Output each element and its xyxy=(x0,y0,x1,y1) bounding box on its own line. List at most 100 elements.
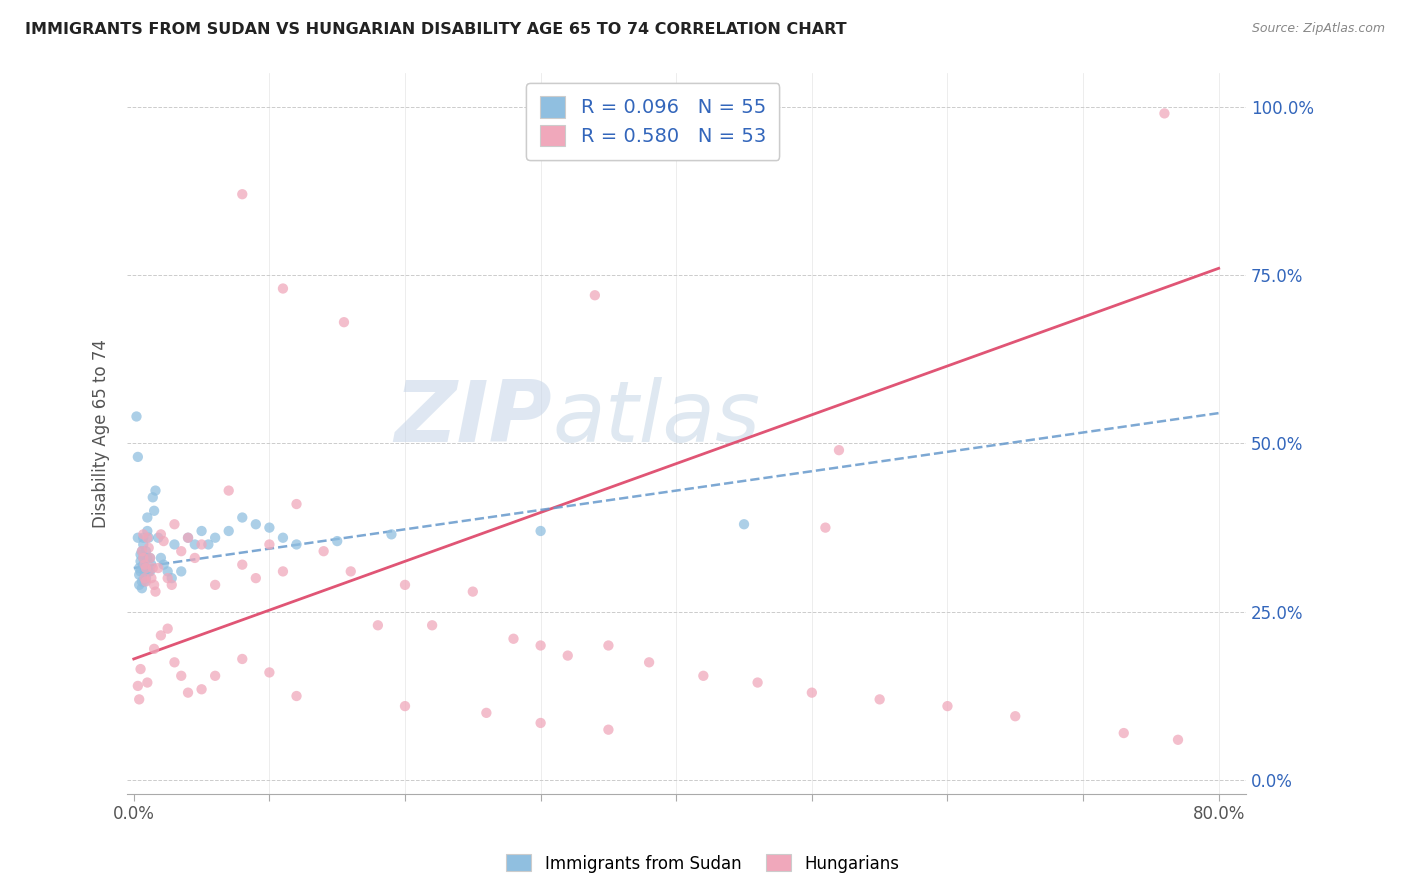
Point xyxy=(135,571,157,585)
Point xyxy=(132,537,155,551)
Point xyxy=(156,571,179,585)
Point xyxy=(598,639,620,653)
Point xyxy=(231,187,253,202)
Point xyxy=(128,692,150,706)
Point xyxy=(135,574,157,589)
Text: Source: ZipAtlas.com: Source: ZipAtlas.com xyxy=(1251,22,1385,36)
Point xyxy=(380,527,402,541)
Point xyxy=(134,571,156,585)
Legend: Immigrants from Sudan, Hungarians: Immigrants from Sudan, Hungarians xyxy=(499,847,907,880)
Point xyxy=(394,699,416,714)
Point xyxy=(131,581,153,595)
Point xyxy=(136,675,159,690)
Point xyxy=(170,544,193,558)
Point xyxy=(184,550,207,565)
Point xyxy=(132,531,155,545)
Point xyxy=(394,578,416,592)
Point xyxy=(420,618,443,632)
Point xyxy=(160,578,183,592)
Point xyxy=(204,669,226,683)
Point xyxy=(136,531,159,545)
Point xyxy=(138,531,160,545)
Point xyxy=(190,682,212,697)
Point xyxy=(1112,726,1135,740)
Point xyxy=(285,689,308,703)
Point xyxy=(156,622,179,636)
Point xyxy=(828,443,851,458)
Point xyxy=(190,524,212,538)
Point xyxy=(129,548,152,562)
Point xyxy=(259,537,281,551)
Point xyxy=(139,550,162,565)
Point xyxy=(127,531,149,545)
Point xyxy=(190,537,212,551)
Point xyxy=(139,550,162,565)
Point xyxy=(530,639,553,653)
Point xyxy=(163,656,186,670)
Point xyxy=(128,567,150,582)
Point xyxy=(475,706,498,720)
Point xyxy=(134,561,156,575)
Point xyxy=(184,537,207,551)
Point xyxy=(145,584,167,599)
Point xyxy=(135,561,157,575)
Point xyxy=(197,537,219,551)
Point xyxy=(131,544,153,558)
Point xyxy=(333,315,356,329)
Point xyxy=(131,544,153,558)
Point xyxy=(132,550,155,565)
Point xyxy=(326,534,349,549)
Point xyxy=(638,656,661,670)
Point xyxy=(204,578,226,592)
Point xyxy=(367,618,389,632)
Point xyxy=(127,679,149,693)
Point xyxy=(869,692,891,706)
Point xyxy=(271,281,294,295)
Point xyxy=(152,558,174,572)
Point xyxy=(218,483,240,498)
Point xyxy=(141,558,163,572)
Point xyxy=(530,715,553,730)
Point xyxy=(141,571,163,585)
Point xyxy=(136,510,159,524)
Legend: R = 0.096   N = 55, R = 0.580   N = 53: R = 0.096 N = 55, R = 0.580 N = 53 xyxy=(526,83,779,160)
Point xyxy=(129,554,152,568)
Point xyxy=(143,641,166,656)
Point xyxy=(125,409,148,424)
Point xyxy=(583,288,606,302)
Point xyxy=(143,504,166,518)
Point xyxy=(245,517,267,532)
Point xyxy=(163,537,186,551)
Point xyxy=(177,686,200,700)
Point xyxy=(259,665,281,680)
Point xyxy=(139,565,162,579)
Point xyxy=(733,517,755,532)
Point xyxy=(160,571,183,585)
Text: ZIP: ZIP xyxy=(395,377,553,460)
Point xyxy=(129,565,152,579)
Point xyxy=(285,537,308,551)
Point xyxy=(145,483,167,498)
Point xyxy=(138,565,160,579)
Point xyxy=(1167,732,1189,747)
Point xyxy=(461,584,484,599)
Point xyxy=(134,567,156,582)
Point xyxy=(149,550,172,565)
Point xyxy=(128,578,150,592)
Point xyxy=(129,662,152,676)
Point xyxy=(135,544,157,558)
Point xyxy=(131,574,153,589)
Point xyxy=(177,531,200,545)
Point xyxy=(148,561,170,575)
Point xyxy=(152,534,174,549)
Point xyxy=(692,669,714,683)
Point xyxy=(149,628,172,642)
Point xyxy=(136,524,159,538)
Point xyxy=(134,574,156,589)
Text: IMMIGRANTS FROM SUDAN VS HUNGARIAN DISABILITY AGE 65 TO 74 CORRELATION CHART: IMMIGRANTS FROM SUDAN VS HUNGARIAN DISAB… xyxy=(25,22,846,37)
Point xyxy=(1004,709,1026,723)
Point xyxy=(1153,106,1175,120)
Point xyxy=(271,565,294,579)
Point xyxy=(502,632,524,646)
Point xyxy=(142,491,165,505)
